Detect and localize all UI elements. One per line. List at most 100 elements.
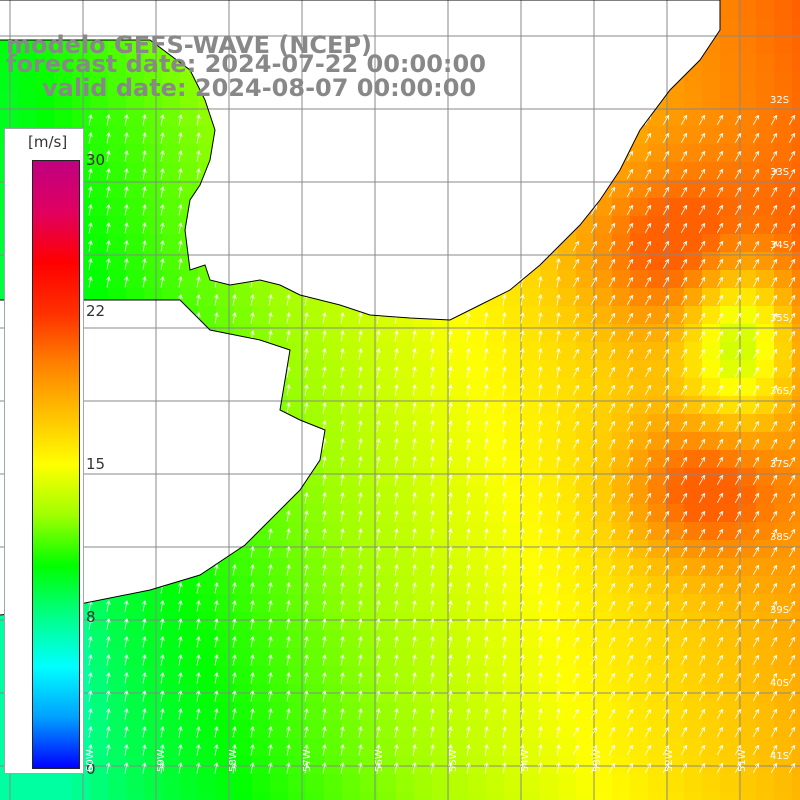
wind-arrow <box>286 708 291 720</box>
wind-speed-cell <box>594 666 612 684</box>
wind-speed-cell <box>288 774 306 792</box>
wind-arrow <box>214 726 219 738</box>
wind-speed-cell <box>612 360 630 378</box>
wind-arrow <box>448 510 453 522</box>
wind-arrow <box>106 258 111 270</box>
wind-arrow <box>466 510 471 522</box>
wind-speed-cell <box>288 702 306 720</box>
wind-arrow <box>430 348 435 360</box>
wind-arrow <box>322 582 327 594</box>
wind-arrow <box>322 492 327 504</box>
wind-arrow <box>358 474 363 486</box>
wind-speed-cell <box>414 774 432 792</box>
wind-speed-cell <box>648 702 666 720</box>
wind-arrow <box>680 510 688 521</box>
wind-speed-cell <box>612 450 630 468</box>
wind-speed-cell <box>594 540 612 558</box>
wind-arrow <box>196 582 201 594</box>
wind-speed-cell <box>558 324 576 342</box>
wind-speed-cell <box>18 792 36 800</box>
wind-speed-cell <box>504 450 522 468</box>
lon-label: 55W <box>448 749 459 772</box>
wind-arrow <box>752 366 760 377</box>
wind-speed-cell <box>432 594 450 612</box>
wind-arrow <box>590 474 598 485</box>
wind-arrow <box>626 222 634 233</box>
wind-speed-cell <box>756 162 774 180</box>
wind-arrow <box>286 762 291 774</box>
wind-speed-cell <box>648 666 666 684</box>
wind-speed-cell <box>792 288 800 306</box>
wind-speed-cell <box>54 90 72 108</box>
wind-arrow <box>232 582 237 594</box>
wind-speed-cell <box>378 648 396 666</box>
wind-speed-cell <box>468 504 486 522</box>
wind-speed-cell <box>468 486 486 504</box>
wind-speed-cell <box>612 756 630 774</box>
wind-arrow <box>698 456 706 467</box>
wind-speed-cell <box>234 720 252 738</box>
wind-speed-cell <box>396 756 414 774</box>
wind-speed-cell <box>486 432 504 450</box>
wind-speed-cell <box>360 774 378 792</box>
wind-speed-cell <box>378 576 396 594</box>
wind-arrow <box>376 762 381 774</box>
wind-speed-cell <box>648 216 666 234</box>
wind-arrow <box>572 582 580 593</box>
wind-speed-cell <box>684 342 702 360</box>
wind-arrow <box>626 672 634 683</box>
wind-speed-cell <box>720 612 738 630</box>
wind-arrow <box>124 240 129 252</box>
wind-speed-cell <box>576 342 594 360</box>
wind-arrow <box>142 186 147 198</box>
wind-speed-cell <box>630 612 648 630</box>
wind-arrow <box>502 384 507 396</box>
wind-arrow <box>430 420 435 432</box>
wind-arrow <box>502 600 507 612</box>
wind-arrow <box>662 510 670 521</box>
wind-speed-cell <box>486 378 504 396</box>
wind-arrow <box>608 186 616 197</box>
wind-arrow <box>538 276 543 288</box>
wind-speed-cell <box>324 360 342 378</box>
wind-arrow <box>394 672 399 684</box>
wind-arrow <box>608 654 616 665</box>
wind-speed-cell <box>540 594 558 612</box>
wind-arrow <box>502 456 507 468</box>
wind-arrow <box>430 528 435 540</box>
wind-arrow <box>572 744 580 755</box>
wind-arrow <box>340 492 345 504</box>
wind-speed-cell <box>162 90 180 108</box>
wind-arrow <box>716 420 724 431</box>
wind-arrow <box>376 546 381 558</box>
wind-speed-cell <box>468 414 486 432</box>
wind-arrow <box>752 150 760 161</box>
wind-speed-cell <box>774 522 792 540</box>
wind-speed-cell <box>630 360 648 378</box>
wind-arrow <box>680 366 688 377</box>
wind-arrow <box>626 384 634 395</box>
wind-arrow <box>340 600 345 612</box>
wind-arrow <box>538 348 543 360</box>
wind-speed-cell <box>702 468 720 486</box>
wind-speed-cell <box>162 234 180 252</box>
wind-arrow <box>268 672 273 684</box>
wind-speed-cell <box>90 162 108 180</box>
wind-speed-cell <box>486 486 504 504</box>
wind-speed-cell <box>360 540 378 558</box>
wind-arrow <box>484 546 489 558</box>
wind-arrow <box>716 438 724 449</box>
wind-arrow <box>734 294 742 305</box>
wind-speed-cell <box>108 756 126 774</box>
wind-arrow <box>698 276 706 287</box>
wind-arrow <box>466 654 471 666</box>
wind-arrow <box>466 402 471 414</box>
wind-arrow <box>770 564 778 575</box>
wind-speed-cell <box>684 648 702 666</box>
wind-speed-cell <box>648 360 666 378</box>
wind-speed-cell <box>630 720 648 738</box>
wind-arrow <box>430 600 435 612</box>
wind-arrow <box>322 672 327 684</box>
wind-speed-cell <box>702 432 720 450</box>
wind-arrow <box>520 348 525 360</box>
